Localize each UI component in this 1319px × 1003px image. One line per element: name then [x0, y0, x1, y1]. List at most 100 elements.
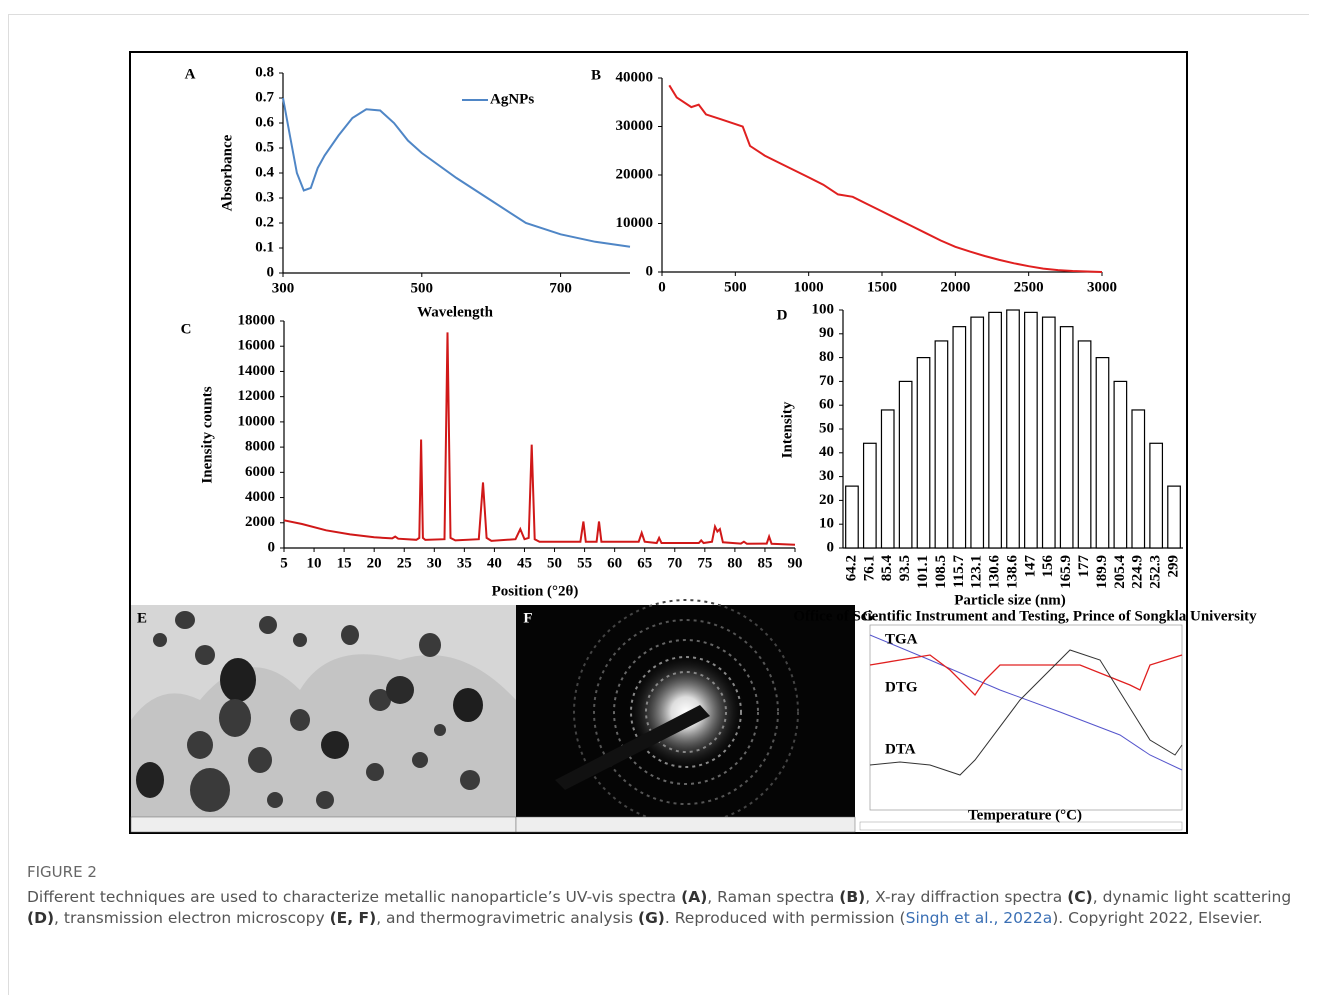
x-tick-label: 10 [307, 555, 322, 571]
caption-ref: (D) [27, 909, 55, 927]
y-tick-label: 6000 [245, 464, 275, 480]
bar [880, 409, 895, 549]
bar [916, 357, 931, 549]
y-tick-label: 0 [267, 264, 275, 280]
x-tick-label: 70 [667, 555, 682, 571]
frame [8, 14, 1309, 995]
caption-text: , dynamic light scattering [1092, 888, 1292, 906]
y-tick-label: 18000 [238, 312, 276, 328]
panel-label: G [862, 608, 874, 624]
x-tick-label: 130.6 [987, 554, 1003, 588]
x-tick-label: 90 [788, 555, 803, 571]
bar [952, 326, 967, 549]
data-line [282, 97, 631, 248]
x-tick-label: 45 [517, 555, 532, 571]
x-tick-label: 101.1 [915, 555, 931, 589]
panel-label: C [181, 321, 192, 337]
y-tick-label: 0 [268, 539, 276, 555]
citation-link[interactable]: Singh et al., 2022a [905, 909, 1053, 927]
y-tick-label: 70 [819, 373, 834, 389]
data-line [283, 332, 796, 546]
caption-text: , X-ray diffraction spectra [865, 888, 1068, 906]
bar [1006, 309, 1020, 549]
bar [862, 442, 877, 549]
x-axis-label: Position (°2θ) [492, 583, 579, 599]
y-tick-label: 20000 [616, 166, 654, 182]
y-tick-label: 0.3 [255, 189, 274, 205]
x-tick-label: 115.7 [951, 555, 967, 588]
y-tick-label: 0.4 [255, 164, 274, 180]
caption-ref: (B) [839, 888, 866, 906]
x-tick-label: 35 [457, 555, 472, 571]
bar [1167, 485, 1181, 549]
y-tick-label: 14000 [238, 363, 276, 379]
x-tick-label: 20 [367, 555, 382, 571]
x-tick-label: 65 [637, 555, 652, 571]
x-tick-label: 165.9 [1058, 555, 1074, 589]
y-tick-label: 80 [819, 349, 834, 365]
x-tick-label: 5 [280, 555, 288, 571]
caption-ref: (G) [637, 909, 665, 927]
bar [1059, 326, 1074, 549]
x-tick-label: 0 [658, 279, 666, 295]
y-tick-label: 0.1 [255, 239, 274, 255]
curve-label: DTA [885, 741, 916, 757]
tga-x-label: Temperature (°C) [968, 807, 1082, 823]
x-tick-label: 93.5 [897, 555, 913, 581]
saed-image [515, 599, 856, 833]
panel-label: D [777, 307, 788, 323]
data-line [668, 84, 1103, 273]
x-tick-label: 64.2 [843, 555, 859, 581]
caption-text: . Reproduced with permission ( [664, 909, 906, 927]
x-tick-label: 85 [757, 555, 772, 571]
x-axis-label: Particle size (nm) [954, 592, 1066, 608]
y-tick-label: 0.7 [255, 89, 274, 105]
caption-text: , Raman spectra [707, 888, 840, 906]
y-tick-label: 8000 [245, 439, 275, 455]
bar [1041, 316, 1056, 549]
x-tick-label: 156 [1040, 555, 1056, 578]
x-tick-label: 108.5 [933, 555, 949, 589]
x-tick-label: 60 [607, 555, 622, 571]
x-tick-label: 55 [577, 555, 592, 571]
x-tick-label: 1000 [794, 279, 824, 295]
x-tick-label: 25 [397, 555, 412, 571]
x-tick-label: 15 [337, 555, 352, 571]
panel-label: A [185, 66, 196, 82]
y-tick-label: 0.5 [255, 139, 274, 155]
y-tick-label: 4000 [245, 489, 275, 505]
caption-text: Different techniques are used to charact… [27, 888, 682, 906]
y-tick-label: 30000 [616, 118, 654, 134]
x-axis-label: Wavelength [417, 304, 493, 320]
caption-text: , and thermogravimetric analysis [376, 909, 638, 927]
y-tick-label: 12000 [238, 388, 276, 404]
caption-text: , transmission electron microscopy [54, 909, 330, 927]
x-tick-label: 138.6 [1004, 555, 1020, 589]
x-tick-label: 30 [427, 555, 442, 571]
x-tick-label: 1500 [867, 279, 897, 295]
bar [934, 340, 949, 549]
y-tick-label: 0.8 [255, 64, 274, 80]
curve-label: TGA [885, 631, 918, 647]
x-tick-label: 252.3 [1148, 555, 1164, 589]
y-tick-label: 100 [812, 301, 835, 317]
bar [1095, 357, 1110, 549]
x-tick-label: 40 [487, 555, 502, 571]
y-axis-label: Inensity counts [199, 386, 215, 483]
x-tick-label: 500 [724, 279, 747, 295]
y-tick-label: 60 [819, 397, 834, 413]
x-tick-label: 189.9 [1094, 555, 1110, 589]
x-tick-label: 85.4 [879, 555, 895, 582]
x-tick-label: 177 [1076, 555, 1092, 578]
bar [1149, 442, 1164, 549]
y-tick-label: 40 [819, 444, 834, 460]
x-tick-label: 50 [547, 555, 562, 571]
x-tick-label: 3000 [1087, 279, 1117, 295]
x-tick-label: 123.1 [969, 555, 985, 589]
y-tick-label: 30 [819, 468, 834, 484]
y-tick-label: 50 [819, 420, 834, 436]
caption-text: ). Copyright 2022, Elsevier. [1052, 909, 1263, 927]
caption-ref: (A) [681, 888, 708, 906]
x-tick-label: 300 [272, 280, 295, 296]
